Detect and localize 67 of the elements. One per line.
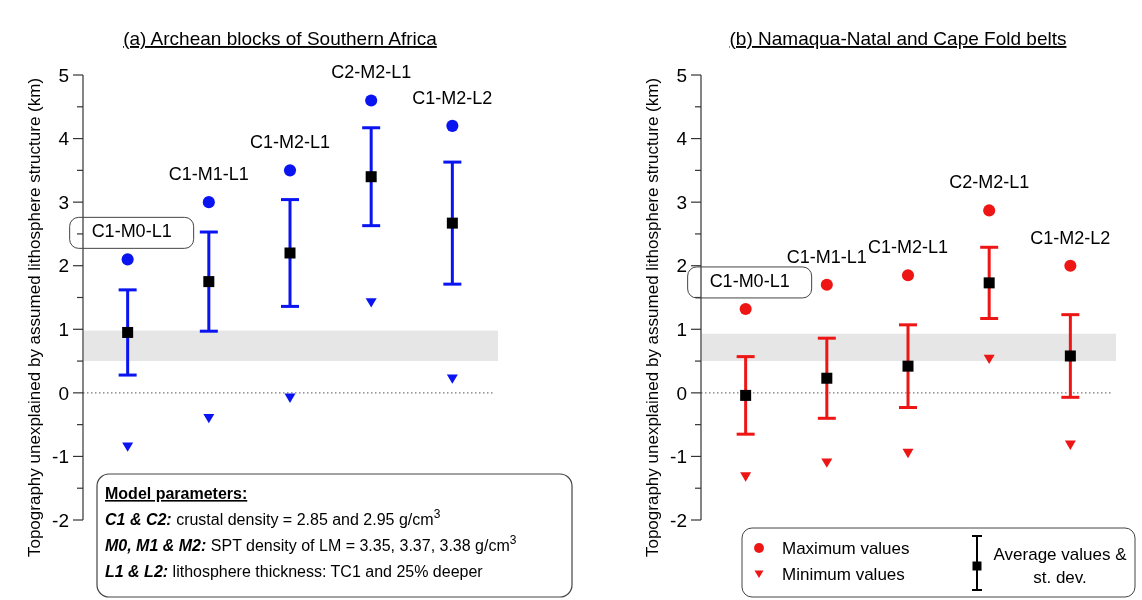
point [365,171,377,183]
point [740,472,752,482]
annotation: Model parameters: [105,485,248,502]
y-tick-label: 1 [676,318,687,340]
point [283,164,297,177]
x-tick-label: C2-M2-L1 [331,62,412,83]
point [284,393,296,403]
y-tick-label: 5 [58,64,69,86]
x-tick-label: C1-M1-L1 [168,164,249,185]
x-tick-label: C1-M2-L2 [1030,227,1111,248]
x-tick-label: C1-M1-L1 [786,246,867,267]
point [121,253,134,266]
y-tick-label: 4 [58,128,70,150]
y-tick-label: 4 [676,128,688,150]
annotation: C1 & C2: crustal density = 2.85 and 2.95 g/cm$^{3}$ [105,507,441,528]
text: L1 & L2: lithosphere thickness: TC1 and 25% deeper [105,563,484,580]
y-axis-title: Topography unexplained by assumed lithosphere structure (km) [643,77,662,558]
x-tick-label: C1-M2-L2 [412,87,493,108]
legend-label: Minimum values [782,564,905,584]
chart-title: (b) Namaqua-Natal and Cape Fold belts [729,28,1067,49]
point [821,458,833,468]
y-tick-label: 3 [58,191,69,213]
point [122,442,134,452]
point [446,119,459,132]
point [902,360,914,372]
point [983,204,996,217]
y-tick-label: -1 [52,446,69,468]
point [983,354,995,365]
legend-label: Average values & st. dev. [993,545,1128,587]
point [983,277,995,289]
x-tick-label: C1-M2-L1 [249,132,331,153]
point [446,374,458,384]
point [365,94,378,107]
point [365,298,377,308]
y-tick-label: 0 [58,382,69,404]
legend-label: Maximum values [782,538,910,558]
y-tick-label: 2 [58,255,69,277]
x-tick-label: C1-M2-L1 [867,237,949,258]
y-tick-label: 5 [676,64,687,86]
point [284,247,296,259]
x-tick-label: C1-M0-L1 [91,221,172,242]
x-tick-label: C1-M0-L1 [709,270,790,291]
point [820,278,833,291]
point [901,269,915,282]
point [1064,350,1076,362]
point [740,389,752,401]
point [821,372,833,384]
point [1064,259,1077,272]
y-tick-label: -1 [670,446,687,468]
y-axis-title: Topography unexplained by assumed lithosphere structure (km) [25,77,44,558]
point [739,302,752,315]
y-tick-label: 0 [676,382,687,404]
point [203,413,215,424]
y-tick-label: 1 [58,318,69,340]
y-tick-label: -2 [670,509,687,531]
point [446,217,458,229]
y-tick-label: 2 [676,255,687,277]
point [902,448,914,459]
chart-title: (a) Archean blocks of Southern Africa [123,28,438,49]
point [1064,440,1076,450]
text: M0, M1 & M2: SPT density of LM = 3.35, 3.37, 3.38 g/cm$^{3}$ [105,533,517,554]
point [122,326,134,338]
point [203,276,215,288]
x-tick-label: C2-M2-L1 [949,172,1030,193]
y-tick-label: -2 [52,509,69,531]
point [202,196,215,209]
y-tick-label: 3 [676,191,687,213]
